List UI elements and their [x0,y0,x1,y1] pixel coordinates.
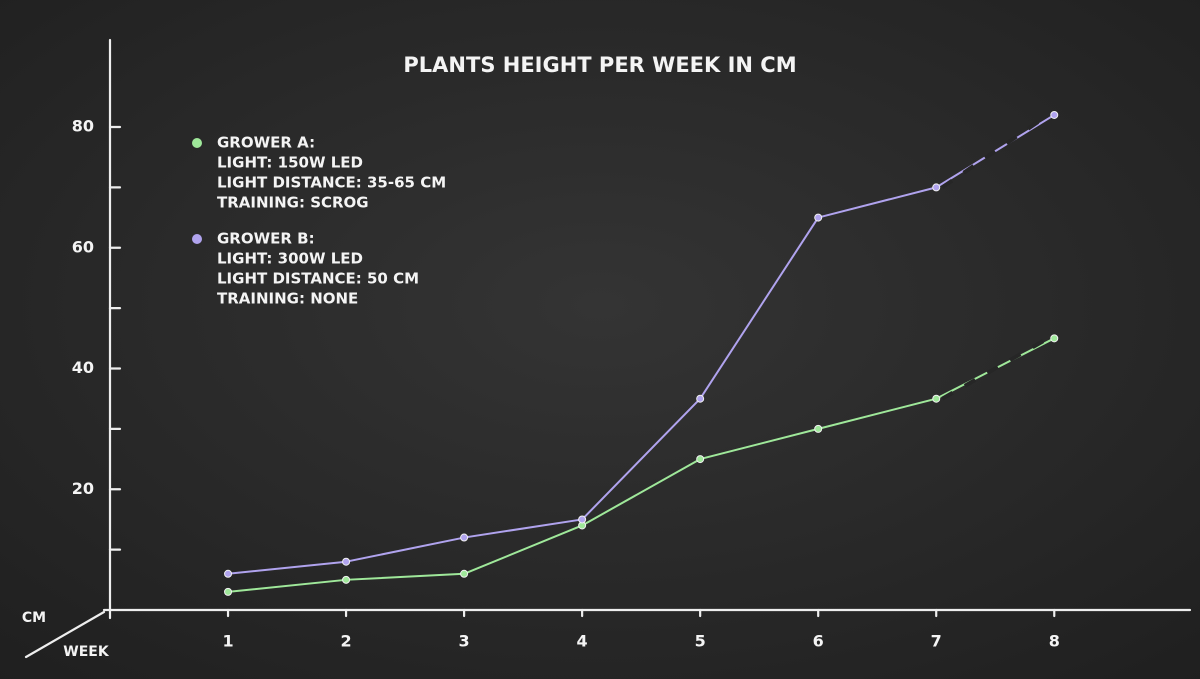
legend-detail: TRAINING: SCROG [217,194,369,212]
dash-gap [941,336,1050,401]
series-line [227,337,1055,593]
x-tick-label: 8 [1049,632,1060,651]
legend-detail: TRAINING: NONE [217,290,358,308]
point [696,455,705,464]
point [814,213,823,222]
y-axis-label: CM [22,610,46,626]
legend-label: GROWER A: [217,134,315,152]
x-tick-label: 6 [813,632,824,651]
y-tick-label: 80 [72,117,94,136]
point [814,424,823,433]
point [460,569,469,578]
legend-detail: LIGHT: 150W LED [217,154,363,172]
point [1050,110,1059,119]
x-tick-label: 2 [340,632,351,651]
dash-gap [941,113,1050,190]
point [342,557,351,566]
chart-title: PLANTS HEIGHT PER WEEK IN CM [403,53,796,77]
axis-corner [24,610,106,659]
x-tick-label: 7 [931,632,942,651]
point [342,575,351,584]
x-axis-label: WEEK [63,644,110,660]
series-line [227,114,1055,575]
point [932,394,941,403]
point [460,533,469,542]
point [1050,334,1059,343]
x-tick-label: 4 [577,632,588,651]
legend-label: GROWER B: [217,230,315,248]
legend-detail: LIGHT: 300W LED [217,250,363,268]
legend-marker [192,234,202,244]
x-tick-label: 5 [695,632,706,651]
y-tick-label: 40 [72,358,94,377]
point [578,515,587,524]
x-tick-label: 1 [222,632,233,651]
y-tick-label: 20 [72,479,94,498]
legend-detail: LIGHT DISTANCE: 35-65 CM [217,174,446,192]
legend-marker [192,138,202,148]
x-tick-label: 3 [459,632,470,651]
point [932,183,941,192]
point [696,394,705,403]
y-tick-label: 60 [72,237,94,256]
point [224,569,233,578]
point [224,587,233,596]
legend-detail: LIGHT DISTANCE: 50 CM [217,270,419,288]
